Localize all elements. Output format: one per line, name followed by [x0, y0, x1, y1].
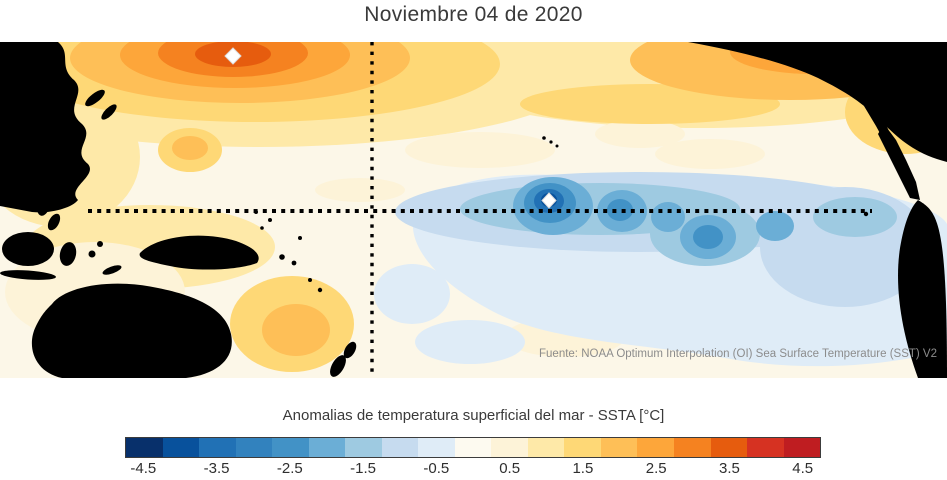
land-galapagos	[863, 211, 869, 217]
land-island	[298, 236, 302, 240]
land-java	[0, 270, 56, 280]
land-borneo	[2, 232, 54, 266]
land-hawaii	[555, 144, 559, 148]
land-island	[291, 260, 297, 266]
land-philippines	[36, 188, 52, 216]
colorbar-segment	[345, 438, 382, 457]
colorbar-segment	[418, 438, 455, 457]
land-island	[268, 218, 272, 222]
land-sulawesi	[59, 242, 77, 266]
land-timor	[102, 265, 122, 275]
colorbar-segment	[783, 438, 821, 457]
map-source-credit: Fuente: NOAA Optimum Interpolation (OI) …	[539, 348, 937, 360]
colorbar-tick-label: 4.5	[792, 460, 814, 477]
colorbar-tick-label: 2.5	[645, 460, 667, 477]
landmasses	[0, 42, 947, 378]
land-japan	[85, 89, 105, 107]
colorbar-segment	[637, 438, 674, 457]
colorbar-segment	[673, 438, 711, 457]
land-central-america	[878, 124, 920, 200]
colorbar-title: Anomalias de temperatura superficial del…	[282, 407, 665, 424]
land-asia	[0, 42, 90, 213]
north-pacific-diamond-marker	[224, 47, 242, 65]
colorbar-segment	[527, 438, 565, 457]
colorbar-segment	[710, 438, 748, 457]
colorbar-segment	[454, 438, 492, 457]
colorbar-segment	[600, 438, 638, 457]
colorbar	[125, 437, 821, 458]
land-island	[97, 241, 103, 247]
land-japan	[101, 104, 117, 120]
colorbar-segment	[162, 438, 200, 457]
colorbar-tick-label: -1.5	[350, 460, 377, 477]
colorbar-segment	[199, 438, 236, 457]
colorbar-segment	[564, 438, 601, 457]
colorbar-tick-label: 0.5	[499, 460, 521, 477]
page-title: Noviembre 04 de 2020	[364, 3, 583, 26]
colorbar-segment	[126, 438, 163, 457]
land-hawaii	[549, 140, 553, 144]
land-island	[279, 254, 285, 260]
colorbar-tick-label: 1.5	[572, 460, 594, 477]
land-new-zealand	[330, 355, 346, 377]
diamond-markers	[224, 47, 557, 209]
colorbar-segment	[491, 438, 528, 457]
land-island	[308, 278, 312, 282]
equatorial-diamond-marker	[541, 192, 557, 209]
land-island	[317, 287, 323, 293]
colorbar-segment	[235, 438, 273, 457]
sst-cold-anomaly-regions	[374, 172, 947, 367]
land-island	[260, 226, 264, 230]
land-philippines	[47, 213, 61, 231]
ssta-map-svg	[0, 42, 947, 378]
colorbar-tick-label: 3.5	[718, 460, 740, 477]
colorbar-segment	[381, 438, 419, 457]
land-hawaii	[542, 136, 546, 140]
colorbar-tick-label: -0.5	[423, 460, 450, 477]
colorbar-segment	[308, 438, 346, 457]
reference-lines	[88, 42, 872, 378]
land-island	[88, 250, 96, 258]
colorbar-segment	[747, 438, 784, 457]
ssta-map: Fuente: NOAA Optimum Interpolation (OI) …	[0, 42, 947, 378]
colorbar-ticks: -4.5 -3.5 -2.5 -1.5 -0.5 0.5 1.5 2.5 3.5 4.5	[125, 460, 821, 480]
colorbar-segment	[272, 438, 309, 457]
colorbar-tick-label: -4.5	[130, 460, 157, 477]
colorbar-tick-label: -3.5	[203, 460, 230, 477]
colorbar-tick-label: -2.5	[276, 460, 303, 477]
land-new-zealand	[343, 341, 357, 359]
land-taiwan	[53, 169, 63, 183]
land-new-guinea	[139, 235, 259, 270]
land-australia	[31, 283, 232, 378]
land-south-america	[898, 200, 947, 378]
land-north-america	[688, 42, 947, 162]
